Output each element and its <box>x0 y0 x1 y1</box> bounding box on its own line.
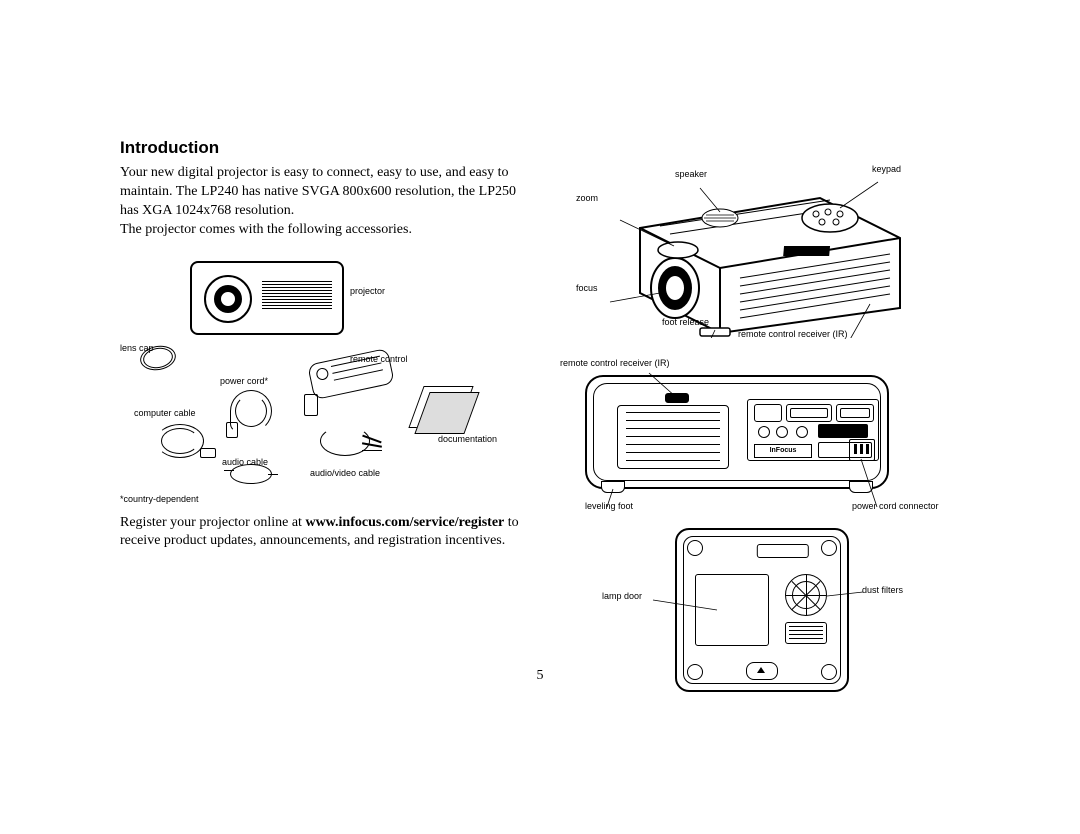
register-paragraph: Register your projector online at www.in… <box>120 514 530 552</box>
label-remote-control: remote control <box>350 354 408 364</box>
intro-paragraph-1: Your new digital projector is easy to co… <box>120 164 530 221</box>
accessory-diagram: projector lens cap remote control power … <box>120 246 530 506</box>
label-lens-cap: lens cap <box>120 343 154 353</box>
label-remote-receiver-rear: remote control receiver (IR) <box>560 358 670 368</box>
label-power-cord: power cord* <box>220 376 268 386</box>
label-projector: projector <box>350 286 385 296</box>
label-foot-release: foot release <box>662 317 709 327</box>
intro-paragraph-2: The projector comes with the following a… <box>120 221 530 240</box>
label-lamp-door: lamp door <box>602 591 642 601</box>
section-heading: Introduction <box>120 138 530 158</box>
label-dust-filters: dust filters <box>862 585 903 595</box>
label-country-dependent: *country-dependent <box>120 494 199 504</box>
label-focus: focus <box>576 283 598 293</box>
projector-diagrams: speaker keypad zoom focus foot release r… <box>560 153 960 713</box>
label-computer-cable: computer cable <box>134 408 196 418</box>
label-speaker: speaker <box>675 169 707 179</box>
label-remote-receiver-side: remote control receiver (IR) <box>738 329 848 339</box>
label-audio-cable: audio cable <box>222 457 268 467</box>
label-keypad: keypad <box>872 164 901 174</box>
page-number: 5 <box>537 668 544 684</box>
register-url: www.infocus.com/service/register <box>305 515 504 530</box>
label-leveling-foot: leveling foot <box>585 501 633 511</box>
register-pre: Register your projector online at <box>120 515 305 530</box>
label-audio-video-cable: audio/video cable <box>310 468 380 478</box>
label-power-cord-connector-1: power cord connector <box>852 501 939 511</box>
label-documentation: documentation <box>438 434 497 444</box>
label-zoom: zoom <box>576 193 598 203</box>
